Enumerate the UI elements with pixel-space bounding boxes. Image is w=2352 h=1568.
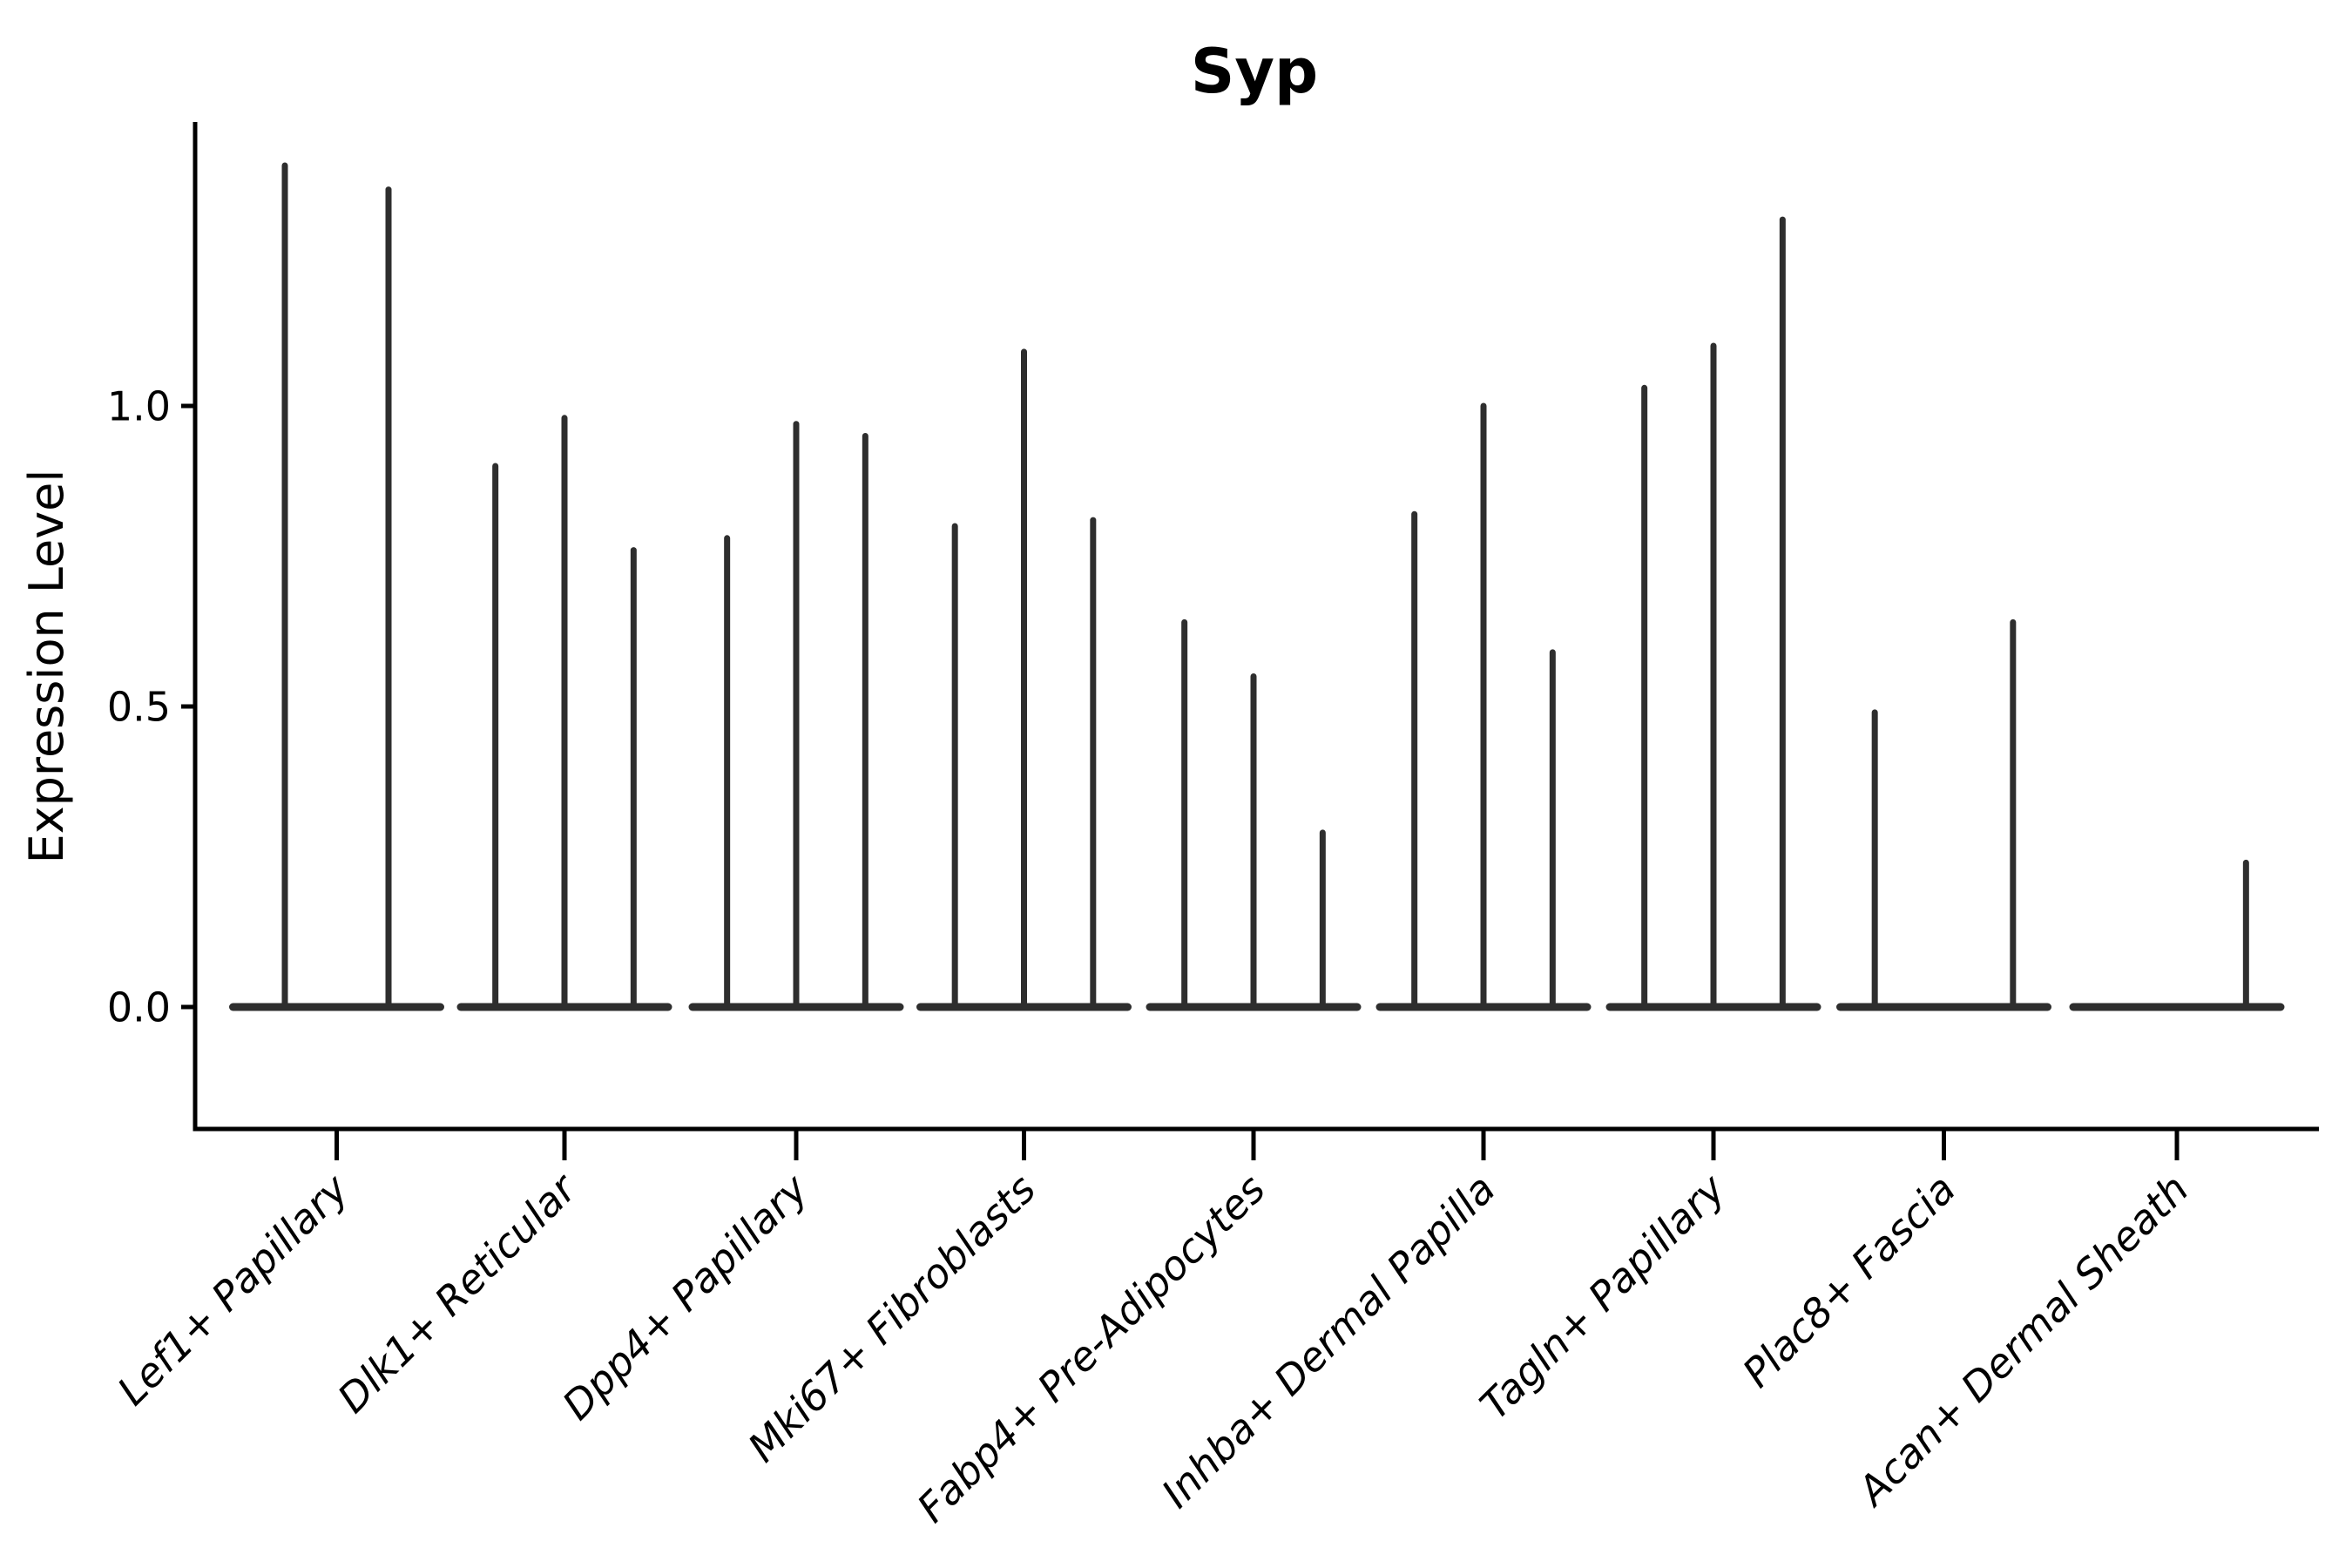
y-tick-label: 0.0	[107, 983, 171, 1031]
x-tick-label: Plac8+ Fascia	[1734, 1166, 1964, 1396]
y-tick-label: 1.0	[107, 382, 171, 429]
y-tick-label: 0.5	[107, 683, 171, 730]
x-tick-label: Dlk1+ Reticular	[328, 1163, 587, 1422]
chart-title: Syp	[1191, 36, 1318, 107]
y-axis-label: Expression Level	[19, 470, 74, 864]
x-tick-label: Lef1+ Papillary	[108, 1165, 357, 1414]
x-tick-label: Tagln+ Papillary	[1470, 1165, 1734, 1429]
x-tick-label: Dpp4+ Papillary	[553, 1165, 817, 1429]
